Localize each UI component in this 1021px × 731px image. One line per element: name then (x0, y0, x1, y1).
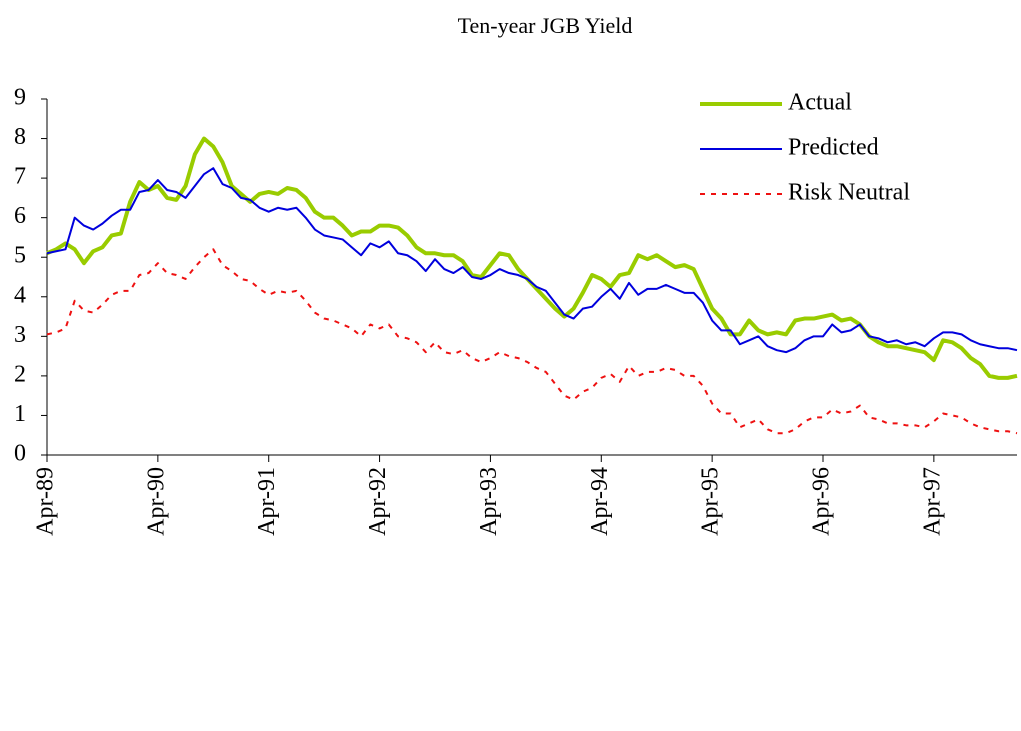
legend-label: Risk Neutral (788, 180, 910, 206)
chart-title: Ten-year JGB Yield (458, 13, 633, 38)
x-tick-label: Apr-91 (254, 467, 280, 536)
y-tick-label: 2 (14, 361, 26, 387)
y-tick-label: 4 (14, 282, 26, 308)
x-tick-label: Apr-94 (587, 467, 613, 536)
x-tick-label: Apr-89 (33, 467, 59, 536)
legend-label: Actual (788, 90, 852, 116)
y-tick-label: 9 (14, 85, 26, 111)
x-tick-label: Apr-96 (809, 467, 835, 536)
legend-label: Predicted (788, 135, 879, 161)
x-tick-label: Apr-90 (143, 467, 169, 536)
x-tick-label: Apr-97 (919, 467, 945, 536)
y-tick-label: 6 (14, 203, 26, 229)
y-tick-label: 7 (14, 164, 26, 190)
y-tick-label: 0 (14, 441, 26, 467)
series-line (46, 167, 1018, 354)
x-tick-label: Apr-92 (365, 467, 391, 536)
x-tick-label: Apr-93 (476, 467, 502, 536)
x-tick-label: Apr-95 (698, 467, 724, 536)
series-line (46, 136, 1018, 380)
y-tick-label: 8 (14, 124, 26, 150)
y-tick-label: 5 (14, 243, 26, 269)
series-line (46, 248, 1018, 435)
y-tick-label: 3 (14, 322, 26, 348)
y-tick-label: 1 (14, 401, 26, 427)
